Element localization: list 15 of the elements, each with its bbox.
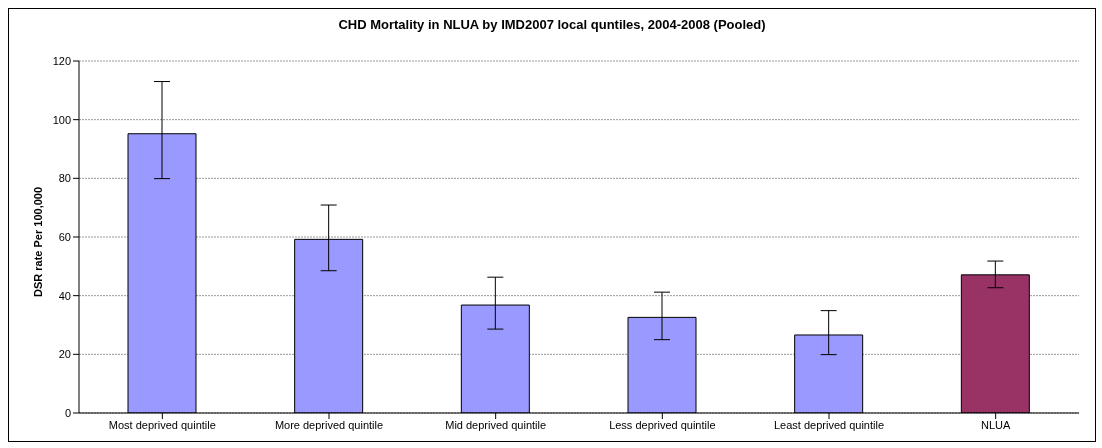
y-tick-label: 80 xyxy=(58,172,71,185)
y-tick-label: 60 xyxy=(58,230,71,243)
x-tick-label: Least deprived quintile xyxy=(773,418,885,431)
x-tick-label: More deprived quintile xyxy=(274,418,384,431)
x-tick-label: NLUA xyxy=(980,418,1011,431)
x-tick-label: Less deprived quintile xyxy=(609,418,716,431)
x-tick-label: Mid deprived quintile xyxy=(445,418,547,431)
y-tick-label: 100 xyxy=(52,113,71,126)
y-tick-label: 20 xyxy=(58,348,71,361)
y-tick-label: 40 xyxy=(58,289,71,302)
y-tick-label: 120 xyxy=(52,54,71,67)
y-tick-label: 0 xyxy=(64,406,71,419)
x-tick-label: Most deprived quintile xyxy=(108,418,216,431)
chart-title: CHD Mortality in NLUA by IMD2007 local quntiles, 2004-2008 (Pooled) xyxy=(337,17,767,34)
y-axis-title: DSR rate Per 100,000 xyxy=(31,186,44,297)
